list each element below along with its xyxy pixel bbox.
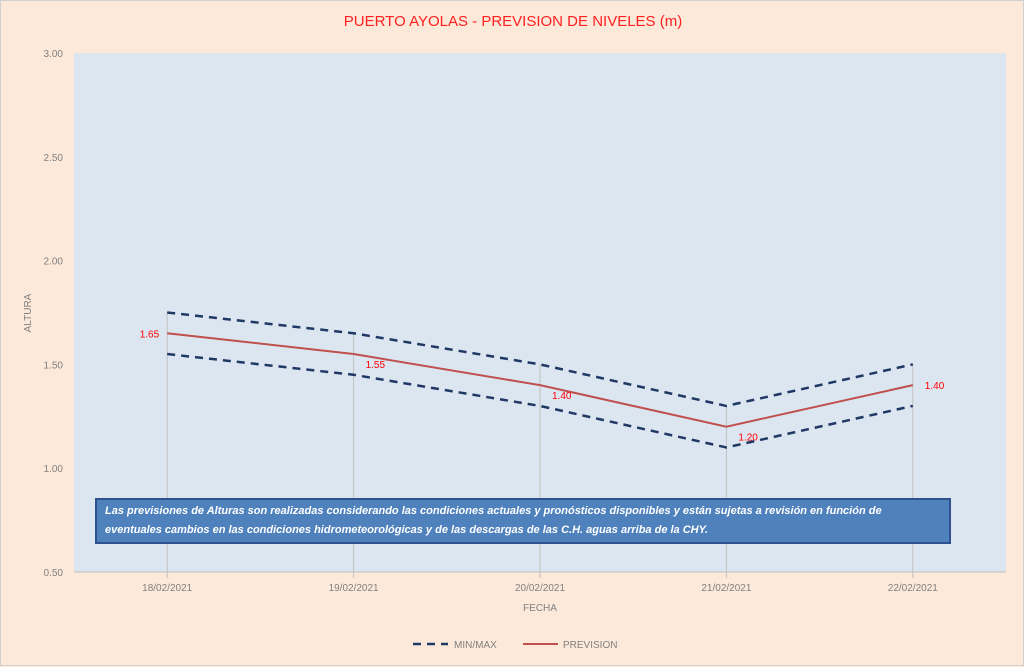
data-label: 1.55	[366, 360, 386, 371]
x-tick-label: 21/02/2021	[701, 583, 751, 594]
data-label: 1.20	[738, 433, 758, 444]
legend-minmax-label: MIN/MAX	[454, 640, 497, 651]
data-label: 1.65	[140, 329, 160, 340]
chart-title: PUERTO AYOLAS - PREVISION DE NIVELES (m)	[343, 13, 683, 30]
data-label: 1.40	[552, 391, 572, 402]
y-tick-label: 2.50	[44, 153, 64, 164]
series-max	[167, 311, 914, 408]
legend-prevision-label: PREVISION	[563, 640, 617, 651]
forecast-note: Las previsiones de Alturas son realizada…	[95, 498, 951, 544]
x-tick-label: 19/02/2021	[329, 583, 379, 594]
y-tick-label: 2.00	[44, 257, 64, 268]
series-prevision	[167, 332, 914, 428]
y-tick-label: 3.00	[44, 49, 64, 60]
series-min	[167, 352, 914, 449]
x-axis-title: FECHA	[523, 603, 557, 614]
y-axis-title: ALTURA	[23, 293, 34, 332]
x-tick-label: 20/02/2021	[515, 583, 565, 594]
y-tick-label: 1.00	[44, 464, 64, 475]
data-label: 1.40	[925, 381, 945, 392]
x-tick-label: 22/02/2021	[888, 583, 938, 594]
y-tick-label: 1.50	[44, 360, 64, 371]
y-tick-label: 0.50	[44, 568, 64, 579]
x-tick-label: 18/02/2021	[142, 583, 192, 594]
